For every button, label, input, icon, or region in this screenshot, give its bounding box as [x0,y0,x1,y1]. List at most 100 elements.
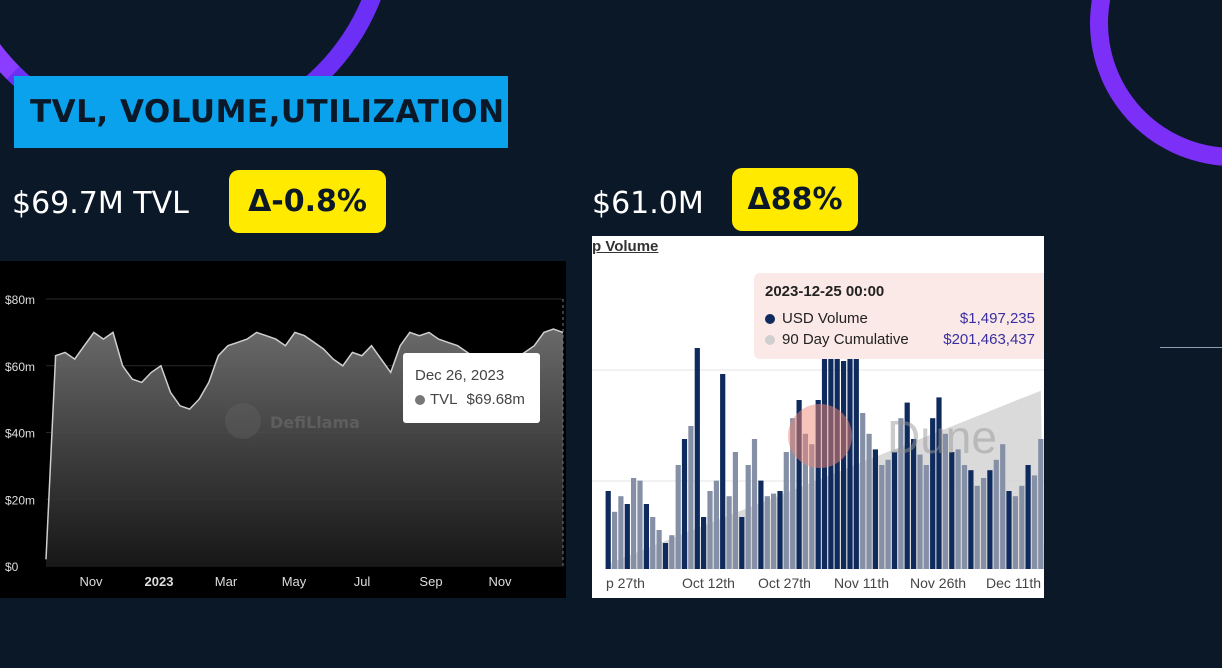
tvl-x-tick: Mar [215,574,238,589]
volume-bar [701,517,707,569]
decorative-arc-top-right [1049,0,1222,207]
volume-bar [802,433,808,569]
volume-bar [872,449,878,569]
volume-bar [764,496,770,569]
section-title: TVL, VOLUME,UTILIZATION [30,94,505,130]
volume-x-tick: Oct 12th [682,575,735,591]
tvl-x-tick: Nov [488,574,512,589]
volume-bar [783,452,789,569]
volume-x-tick: Oct 27th [758,575,811,591]
volume-bar [841,361,847,569]
defillama-watermark-text: DefiLlama [270,413,360,432]
volume-bar [891,452,898,569]
volume-chart-panel: p Volume Dune p 27th Oct 12th Oct 27th Nov … [592,236,1044,598]
volume-bar [637,480,643,569]
volume-bar [968,470,974,569]
tooltip-row-value: $201,463,437 [943,331,1035,348]
volume-bar [1019,485,1025,569]
volume-bar [643,504,649,569]
volume-bar [650,517,656,569]
volume-delta-badge: Δ88% [732,168,858,231]
tvl-x-tick: Nov [79,574,103,589]
cumulative-dot-icon [765,334,775,345]
volume-bar [732,452,738,569]
volume-bar [796,400,802,569]
tooltip-row-value: $1,497,235 [959,310,1035,327]
defillama-watermark: DefiLlama [225,403,360,439]
usd-volume-dot-icon [765,313,775,324]
volume-bar [662,543,669,569]
tvl-y-tick: $80m [5,293,35,307]
volume-bar [860,413,866,569]
volume-bar [853,309,859,569]
volume-bar [726,496,732,569]
decorative-line [1160,347,1222,348]
volume-bar [993,459,999,569]
volume-bar [866,433,872,569]
volume-bar [923,465,929,569]
volume-bar [777,491,783,569]
tvl-delta-badge: Δ-0.8% [229,170,386,233]
volume-value: $61.0M [592,186,704,221]
volume-x-tick: Dec 11th [986,575,1041,591]
volume-bar [713,480,719,569]
tvl-x-tick: 2023 [145,574,174,589]
dune-watermark: Dune [788,404,997,468]
volume-bar [771,493,777,569]
tvl-tooltip-date: Dec 26, 2023 [415,367,505,384]
volume-bar [720,374,726,569]
volume-bar [681,439,688,569]
volume-bar [955,449,961,569]
volume-bar [751,439,758,569]
volume-bar [809,444,815,569]
volume-bar [879,465,885,569]
volume-bar [739,517,745,569]
volume-bar [1031,475,1038,569]
tvl-tooltip: Dec 26, 2023 TVL $69.68m [403,353,540,423]
volume-bar [974,485,980,569]
volume-tooltip: 2023-12-25 00:00 USD Volume $1,497,235 9… [754,273,1044,359]
tvl-tooltip-value: $69.68m [466,391,525,408]
volume-bar [688,426,694,569]
volume-x-tick: Nov 11th [834,575,889,591]
volume-bar [605,491,611,569]
tvl-x-tick: Sep [419,574,442,589]
volume-bar [1025,465,1031,569]
volume-bar [694,348,700,569]
volume-bar [961,465,968,569]
volume-bar [942,433,948,569]
tvl-y-tick: $20m [5,493,35,507]
volume-tooltip-date: 2023-12-25 00:00 [765,283,885,300]
tvl-x-tick: May [282,574,307,589]
volume-bar [1006,491,1012,569]
tvl-legend-dot-icon [415,394,425,405]
volume-bar [981,478,987,569]
tooltip-row-label: 90 Day Cumulative [782,331,909,348]
volume-bar [1012,496,1018,569]
volume-bar [917,454,923,569]
volume-bar [675,465,681,569]
section-title-banner: TVL, VOLUME,UTILIZATION [14,76,508,148]
tvl-chart-panel: $0 $20m $40m $60m $80m Nov 2023 Mar May Jul Sep No… [0,261,566,598]
volume-x-tick: p 27th [606,575,645,591]
tooltip-row-label: USD Volume [782,310,868,327]
volume-bar [631,478,637,569]
volume-bar [790,418,796,569]
volume-bar [1000,444,1006,569]
volume-bar [815,400,821,569]
volume-bar [987,470,993,569]
tvl-y-tick: $60m [5,360,35,374]
volume-bar [758,480,764,569]
volume-bar [707,491,713,569]
volume-bar [745,465,751,569]
volume-bar [1038,439,1044,569]
volume-chart: Dune p 27th Oct 12th Oct 27th Nov 11th Nov 2… [592,303,1044,591]
volume-bar [885,459,891,569]
volume-bar [949,452,955,569]
volume-delta: Δ88% [747,182,843,217]
tvl-delta: Δ-0.8% [248,184,367,219]
tvl-y-tick: $0 [5,560,19,574]
tvl-x-tick: Jul [354,574,371,589]
tvl-value: $69.7M TVL [12,186,189,221]
tvl-chart: $0 $20m $40m $60m $80m Nov 2023 Mar May Jul Sep No… [5,293,564,589]
